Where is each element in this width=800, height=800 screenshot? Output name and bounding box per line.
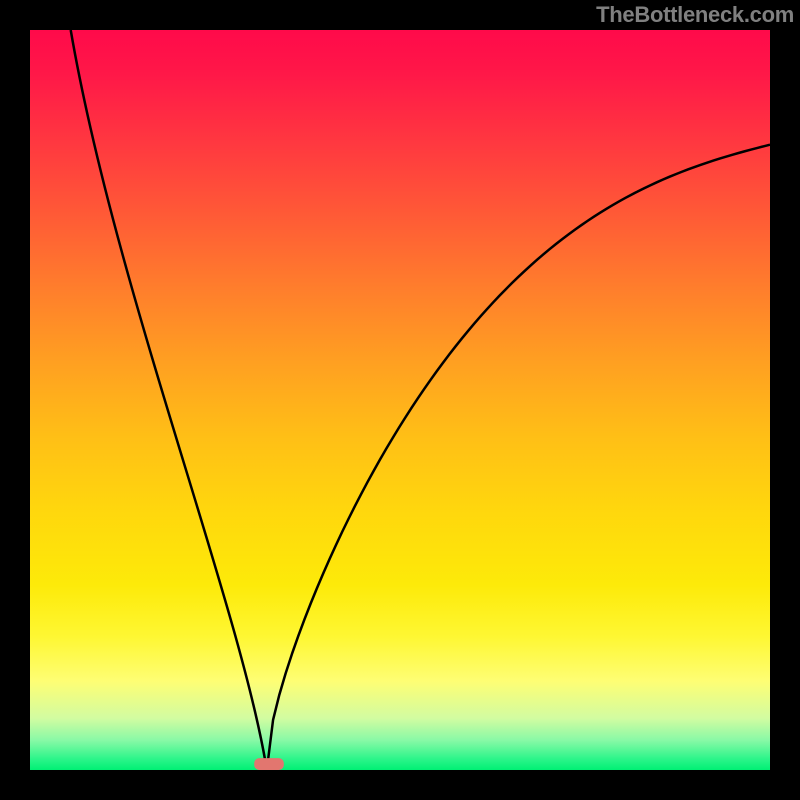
bottleneck-chart	[0, 0, 800, 800]
chart-container: TheBottleneck.com	[0, 0, 800, 800]
optimal-marker	[254, 758, 284, 770]
watermark-text: TheBottleneck.com	[596, 2, 794, 28]
chart-gradient-bg	[30, 30, 770, 770]
